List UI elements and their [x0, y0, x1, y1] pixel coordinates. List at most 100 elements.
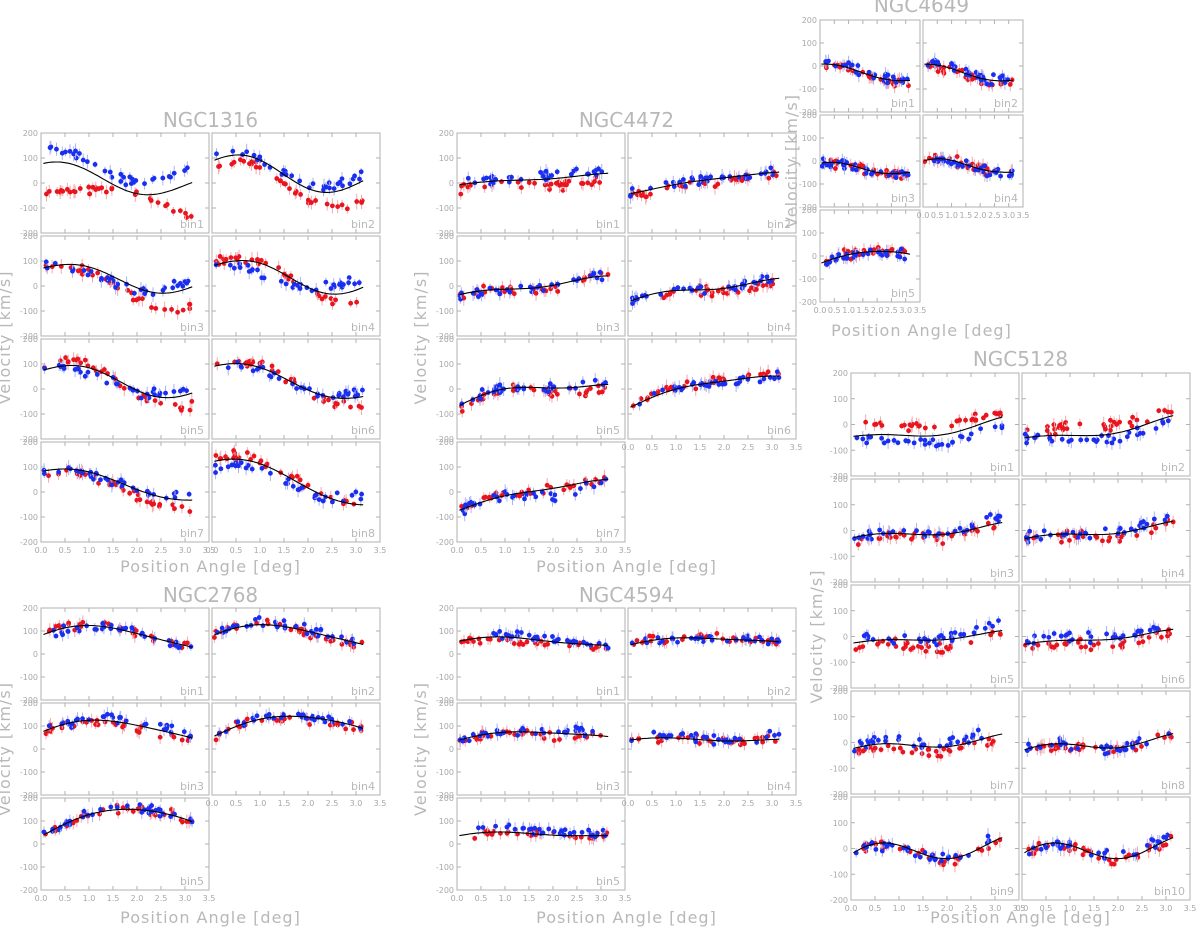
blue-data-point: [841, 255, 846, 261]
blue-data-point: [467, 500, 472, 506]
red-data-point: [297, 477, 303, 483]
blue-data-point: [982, 163, 988, 169]
x-tick-label: 3.5: [619, 546, 632, 555]
x-axis-label: Position Angle [deg]: [536, 908, 717, 927]
blue-data-point: [245, 262, 251, 268]
panel-bin2: bin2: [922, 19, 1024, 113]
x-tick-label: 1.0: [254, 799, 267, 808]
red-data-point: [121, 385, 127, 391]
x-axis-label: Position Angle [deg]: [831, 321, 1012, 340]
blue-data-point: [568, 172, 574, 177]
blue-data-point: [322, 719, 328, 725]
model-curve: [459, 172, 609, 186]
blue-data-point: [475, 294, 481, 300]
blue-data-point: [80, 157, 86, 163]
model-curve: [214, 458, 364, 506]
bin-label: bin6: [351, 424, 375, 437]
bin-label: bin4: [351, 321, 375, 334]
model-curve: [214, 624, 364, 646]
blue-data-point: [180, 386, 186, 392]
blue-data-point: [353, 489, 359, 495]
red-data-point: [163, 203, 168, 209]
blue-data-point: [268, 470, 273, 476]
blue-data-point: [849, 62, 855, 68]
y-tick-label: -200: [436, 538, 454, 547]
red-data-point: [348, 300, 354, 306]
model-curve: [924, 158, 1013, 173]
blue-data-point: [540, 173, 546, 179]
model-curve: [43, 364, 193, 399]
blue-data-point: [256, 615, 262, 620]
blue-data-point: [167, 643, 173, 649]
x-tick-label: 2.0: [131, 894, 144, 903]
blue-data-point: [250, 368, 256, 374]
blue-data-point: [698, 174, 704, 179]
red-data-point: [643, 194, 649, 200]
red-data-point: [589, 182, 595, 188]
model-curve: [214, 715, 364, 737]
red-data-point: [554, 391, 560, 397]
red-data-point: [884, 168, 889, 173]
chart-title: NGC1316: [163, 108, 258, 132]
bin-label: bin1: [596, 685, 620, 698]
red-data-point: [766, 175, 772, 181]
blue-data-point: [213, 470, 218, 475]
red-data-point: [258, 458, 264, 464]
blue-data-point: [691, 380, 697, 385]
blue-data-point: [765, 641, 771, 647]
blue-data-point: [733, 287, 738, 293]
red-data-point: [597, 180, 602, 185]
red-data-point: [566, 178, 572, 184]
red-data-point: [639, 193, 644, 198]
blue-data-point: [163, 726, 169, 732]
x-tick-label: 3.0: [595, 546, 608, 555]
red-data-point: [714, 631, 720, 636]
model-curve: [924, 63, 1014, 82]
red-data-point: [103, 189, 109, 195]
red-data-point: [292, 190, 298, 196]
blue-data-point: [186, 491, 192, 497]
blue-data-point: [339, 634, 344, 640]
panel-points: [821, 54, 911, 94]
red-data-point: [149, 305, 154, 310]
blue-data-point: [230, 623, 236, 629]
blue-data-point: [704, 175, 710, 181]
blue-data-point: [255, 267, 260, 273]
red-data-point: [487, 494, 492, 500]
panel-points: [629, 626, 782, 650]
y-tick-label: 0: [33, 650, 38, 659]
red-data-point: [348, 404, 353, 410]
blue-data-point: [218, 466, 224, 472]
x-tick-label: 2.5: [326, 546, 339, 555]
x-tick-label: 0.0: [206, 799, 219, 808]
blue-data-point: [578, 725, 584, 731]
blue-data-point: [143, 721, 149, 727]
red-data-point: [223, 256, 229, 262]
red-data-point: [319, 296, 325, 302]
blue-data-point: [352, 173, 357, 179]
red-data-point: [648, 191, 653, 197]
panel-points: [41, 460, 193, 517]
y-tick-label: -100: [20, 410, 38, 419]
blue-data-point: [515, 732, 520, 738]
blue-data-point: [893, 79, 899, 85]
red-data-point: [177, 208, 183, 214]
red-data-point: [140, 296, 145, 302]
blue-data-point: [313, 626, 319, 632]
blue-data-point: [495, 731, 500, 737]
red-data-point: [189, 398, 195, 404]
red-data-point: [188, 213, 194, 219]
red-data-point: [179, 737, 185, 743]
chart-title: NGC4472: [579, 108, 674, 132]
red-data-point: [67, 189, 73, 195]
blue-data-point: [88, 269, 94, 274]
blue-data-point: [156, 392, 162, 398]
model-curve: [630, 375, 780, 408]
blue-data-point: [160, 287, 166, 293]
blue-data-point: [339, 176, 345, 182]
blue-data-point: [47, 145, 53, 151]
panel-points: [923, 149, 1015, 183]
blue-data-point: [60, 632, 66, 638]
blue-data-point: [109, 712, 114, 718]
y-tick-label: -200: [20, 229, 38, 238]
